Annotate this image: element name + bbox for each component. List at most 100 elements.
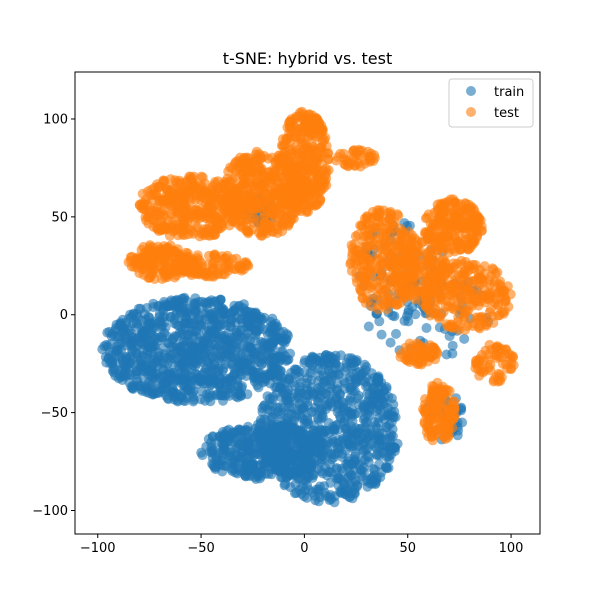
scatter-point: [376, 329, 387, 340]
scatter-point: [462, 293, 473, 304]
scatter-point: [238, 356, 249, 367]
scatter-point: [409, 294, 420, 305]
x-tick-label: 50: [399, 541, 416, 556]
scatter-point: [197, 172, 208, 183]
scatter-point: [243, 226, 254, 237]
scatter-point: [282, 210, 293, 221]
scatter-point: [110, 347, 121, 358]
scatter-point: [235, 325, 246, 336]
scatter-point: [506, 364, 517, 374]
scatter-point: [254, 356, 265, 367]
scatter-point: [451, 283, 462, 294]
scatter-point: [218, 333, 229, 344]
scatter-point: [366, 148, 377, 159]
scatter-point: [458, 276, 469, 287]
scatter-point: [226, 208, 237, 219]
scatter-point: [494, 374, 505, 385]
scatter-point: [351, 373, 362, 384]
scatter-point: [363, 321, 374, 332]
scatter-point: [141, 314, 152, 325]
scatter-point: [362, 450, 373, 461]
scatter-point: [412, 247, 423, 258]
chart-title: t-SNE: hybrid vs. test: [223, 49, 393, 68]
scatter-point: [439, 257, 450, 268]
scatter-point: [442, 321, 453, 332]
scatter-point: [321, 141, 332, 151]
scatter-point: [158, 241, 169, 252]
scatter-point: [416, 359, 427, 370]
scatter-point: [423, 209, 434, 220]
scatter-point: [289, 380, 300, 391]
scatter-point: [210, 296, 221, 307]
scatter-point: [408, 284, 419, 295]
scatter-point: [404, 271, 415, 282]
legend-marker-test: [466, 107, 476, 117]
scatter-point: [266, 341, 277, 352]
scatter-point: [372, 374, 383, 385]
scatter-point: [199, 230, 210, 241]
scatter-point: [379, 227, 390, 238]
scatter-point: [188, 228, 199, 239]
scatter-point: [211, 451, 222, 462]
scatter-point: [381, 382, 392, 392]
scatter-point: [188, 209, 198, 220]
scatter-point: [227, 465, 237, 476]
scatter-point: [193, 375, 204, 386]
y-tick-label: 0: [60, 308, 68, 323]
scatter-point: [277, 466, 288, 477]
scatter-point: [292, 147, 303, 158]
scatter-point: [274, 199, 285, 210]
scatter-point: [420, 229, 431, 240]
scatter-point: [290, 114, 300, 125]
scatter-point: [273, 352, 284, 363]
scatter-point: [323, 417, 334, 428]
scatter-point: [424, 395, 435, 405]
scatter-point: [162, 263, 172, 274]
scatter-point: [224, 376, 235, 387]
scatter-point: [166, 380, 177, 391]
scatter-point: [422, 271, 433, 282]
scatter-point: [426, 244, 437, 255]
scatter-point: [182, 384, 193, 395]
scatter-point: [374, 316, 385, 327]
scatter-point: [426, 344, 437, 355]
scatter-point: [385, 249, 396, 260]
scatter-point: [201, 267, 212, 278]
scatter-point: [254, 421, 265, 431]
scatter-point: [167, 197, 178, 208]
scatter-point: [347, 385, 358, 396]
scatter-point: [369, 464, 380, 475]
scatter-point: [236, 348, 247, 359]
scatter-point: [346, 240, 357, 251]
scatter-point: [284, 402, 295, 412]
scatter-point: [279, 337, 290, 348]
x-tick-label: −50: [187, 541, 214, 556]
scatter-point: [252, 431, 263, 442]
scatter-point: [158, 372, 169, 383]
scatter-point: [304, 166, 315, 176]
scatter-point: [215, 321, 226, 332]
scatter-point: [181, 295, 192, 306]
scatter-point: [379, 290, 390, 301]
scatter-point: [236, 210, 247, 221]
scatter-point: [248, 439, 258, 450]
legend-label-test: test: [494, 106, 519, 121]
scatter-point: [443, 416, 454, 427]
legend: train test: [448, 78, 534, 128]
scatter-point: [331, 473, 342, 484]
scatter-point: [317, 454, 327, 465]
scatter-point: [223, 262, 234, 273]
scatter-point: [135, 361, 146, 372]
scatter-point: [172, 206, 182, 217]
scatter-point: [436, 390, 447, 401]
scatter-point: [121, 360, 132, 371]
scatter-point: [253, 312, 264, 323]
scatter-point: [307, 360, 318, 371]
scatter-point: [183, 329, 194, 340]
scatter-point: [302, 373, 313, 384]
scatter-point: [361, 361, 372, 372]
scatter-point: [301, 492, 312, 503]
scatter-point: [324, 351, 335, 362]
scatter-point: [170, 310, 181, 321]
scatter-point: [265, 208, 276, 219]
